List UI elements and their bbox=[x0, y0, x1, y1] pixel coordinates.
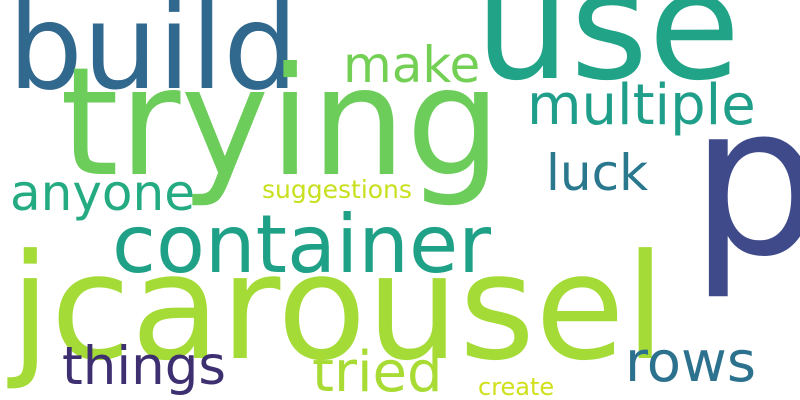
word-things: things bbox=[62, 340, 226, 393]
word-create: create bbox=[478, 375, 554, 399]
word-rows: rows bbox=[625, 335, 756, 391]
word-multiple: multiple bbox=[527, 78, 756, 134]
word-luck: luck bbox=[546, 148, 648, 198]
word-make: make bbox=[343, 40, 480, 90]
word-tried: tried bbox=[312, 345, 443, 400]
